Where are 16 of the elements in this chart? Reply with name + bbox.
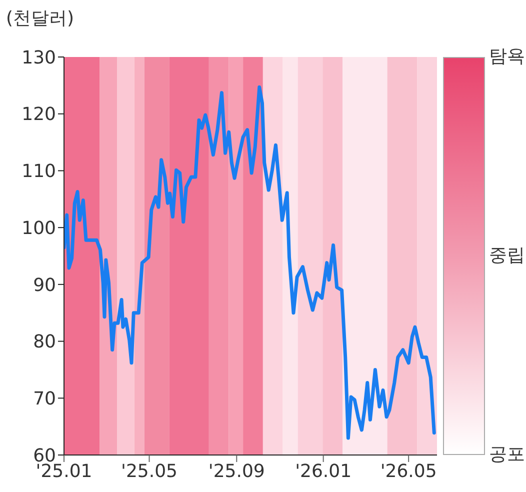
line-series — [64, 85, 436, 440]
y-tick-label: 120 — [22, 104, 56, 126]
y-tick-label: 100 — [22, 218, 56, 239]
color-bar-label: 중립 — [489, 244, 525, 268]
y-tick-label: 90 — [33, 274, 56, 296]
y-tick-label: 80 — [33, 332, 56, 353]
y-tick-label: 130 — [22, 47, 56, 68]
color-bar-label: 공포 — [489, 443, 525, 467]
y-axis-title: (천달러) — [6, 7, 74, 30]
color-bar-label: 탐욕 — [489, 45, 525, 69]
x-tick-label: '26.05 — [380, 460, 437, 482]
x-tick-label: '25.09 — [208, 460, 265, 482]
y-tick-label: 110 — [22, 161, 56, 182]
y-tick-label: 70 — [33, 388, 56, 410]
x-tick-label: '26.01 — [295, 460, 352, 482]
x-tick-label: '25.05 — [121, 460, 178, 482]
